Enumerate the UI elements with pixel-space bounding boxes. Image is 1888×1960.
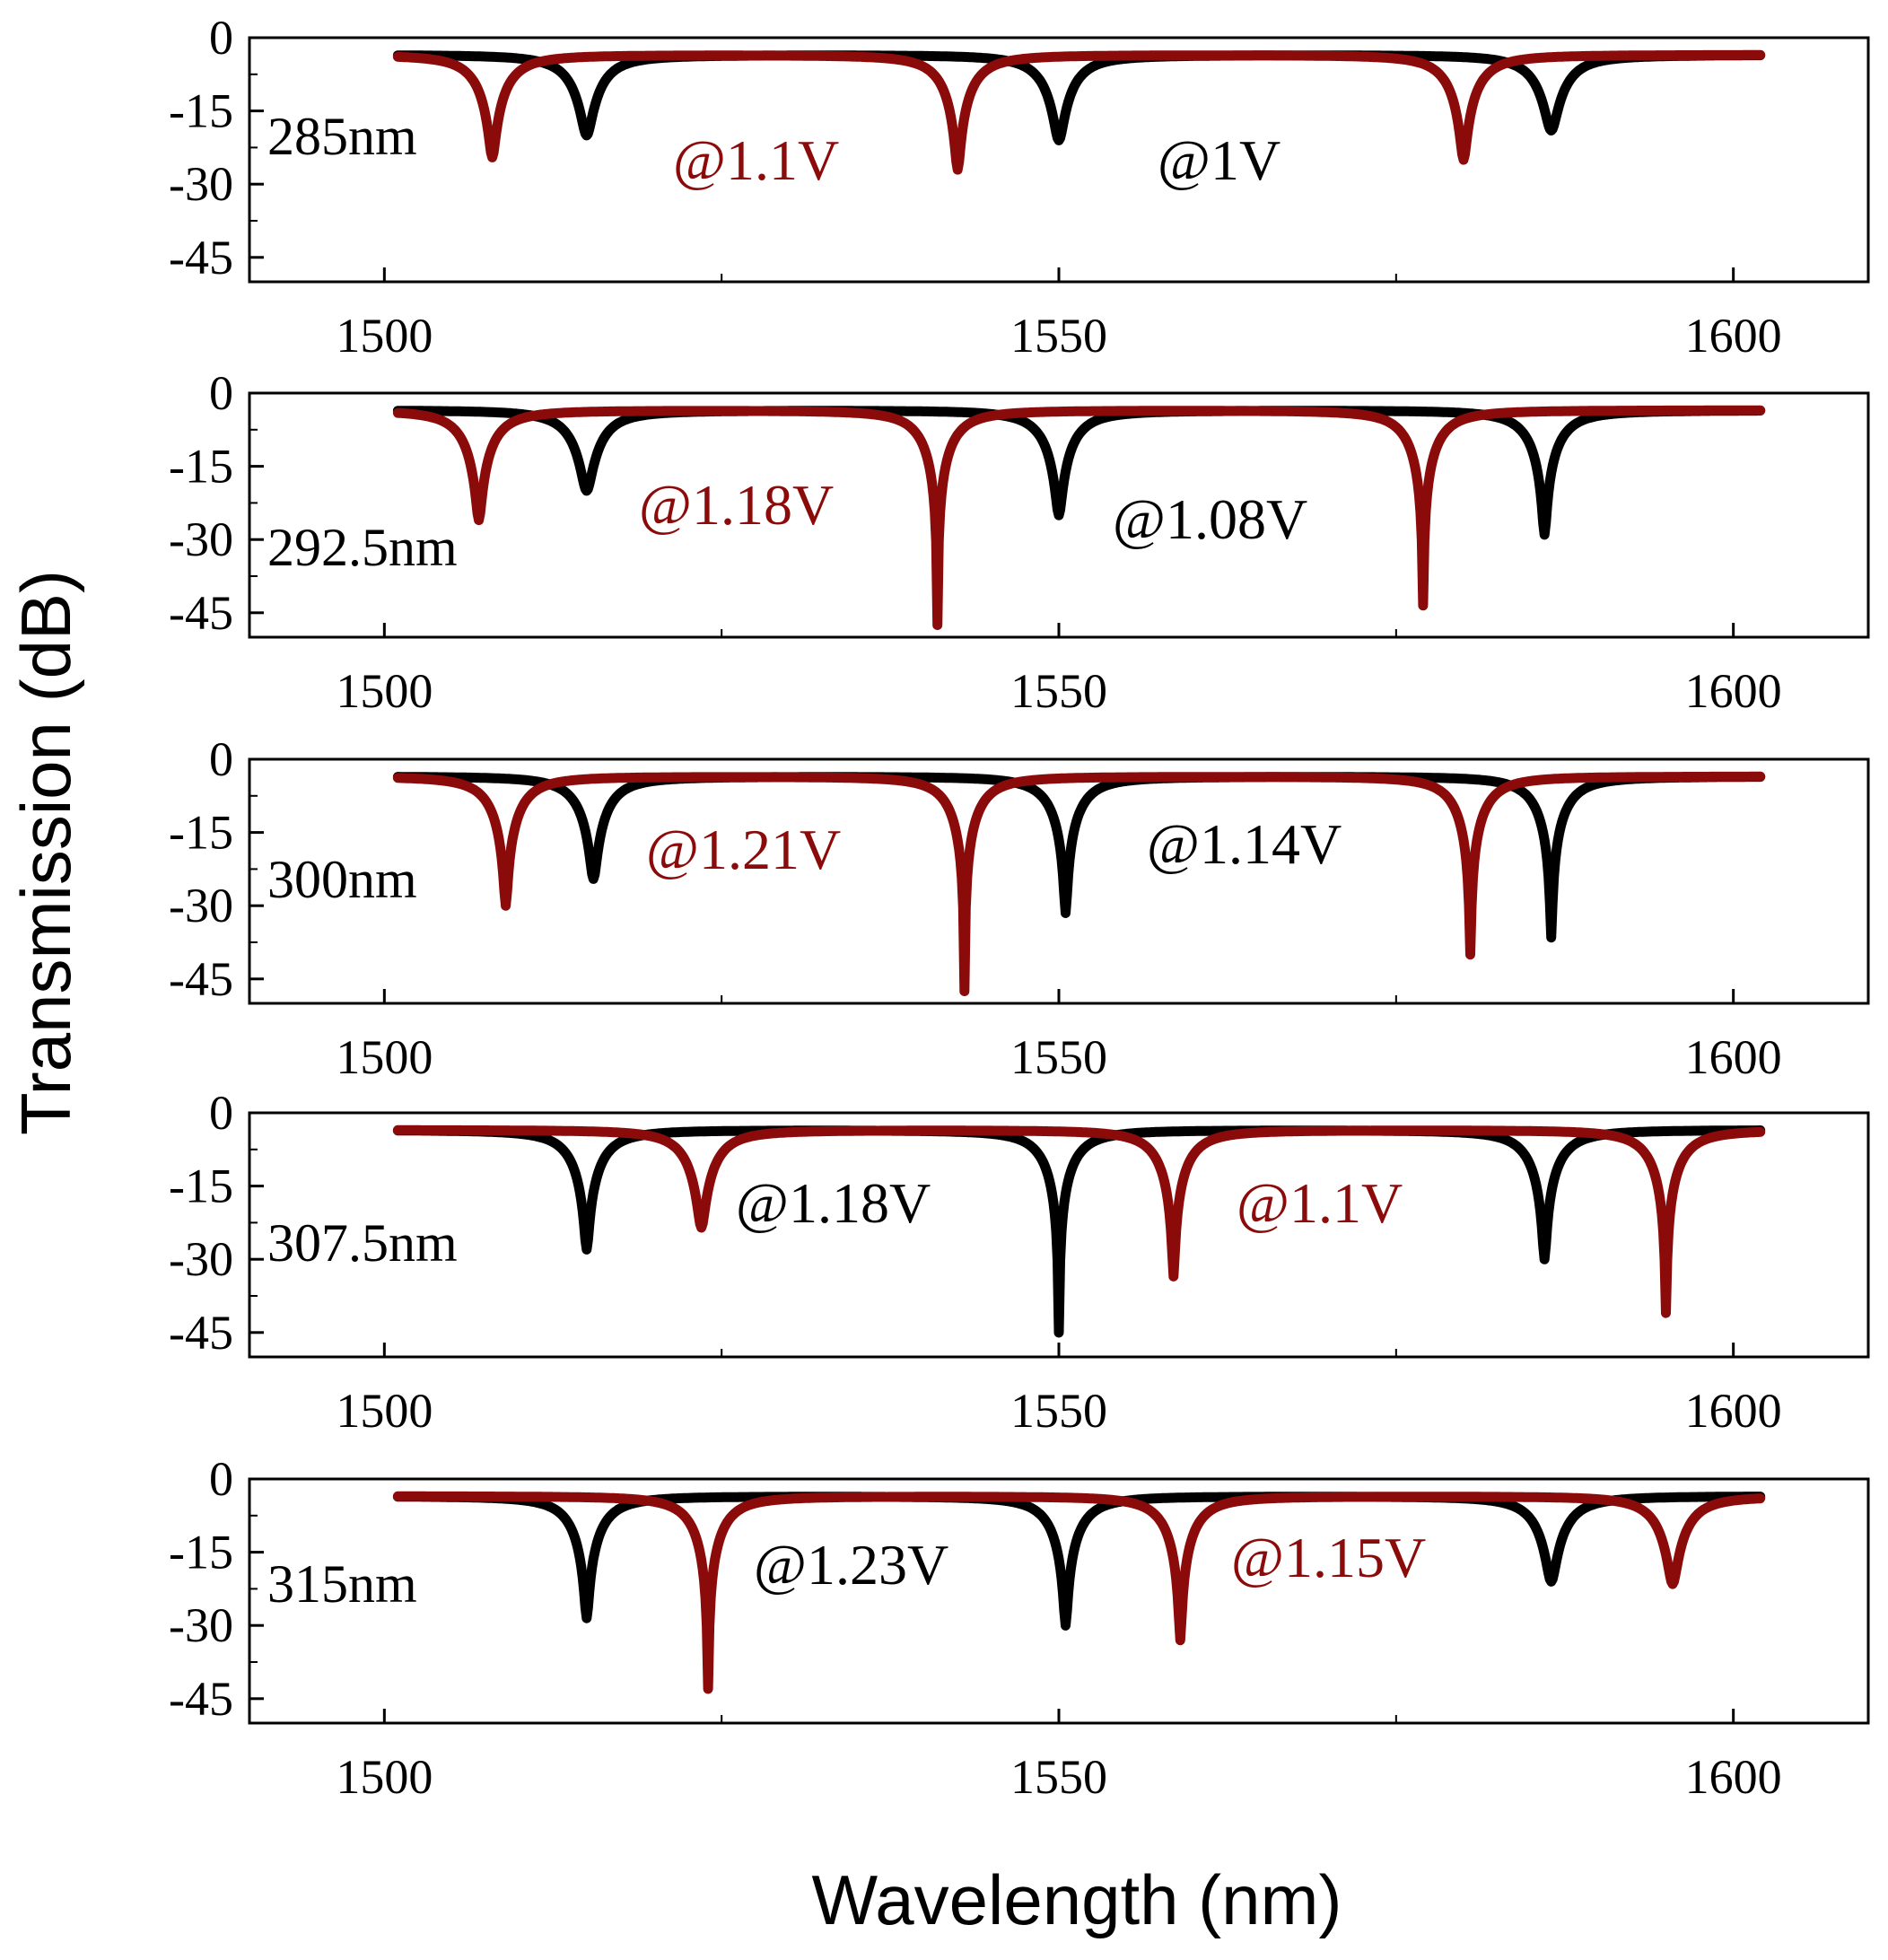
x-tick-label: 1500 [336, 1384, 433, 1438]
y-tick-label: -45 [169, 952, 233, 1006]
y-tick-label: 0 [209, 11, 233, 65]
y-tick-label: -30 [169, 157, 233, 211]
dip-point [1176, 1635, 1185, 1645]
x-tick-label: 1500 [336, 1030, 433, 1084]
chart-panel: 0 -15 -30 -45 1500 1550 1600 @1.23V @1.15V 315nm [169, 1452, 1870, 1804]
dip-point [1465, 949, 1475, 959]
chart-panel: 0 -15 -30 -45 1500 1550 1600 @1.08V @1.18V 292.5n… [169, 366, 1870, 718]
dip-point [1546, 932, 1556, 942]
x-tick-label: 1500 [336, 1750, 433, 1804]
x-tick-label: 1500 [336, 309, 433, 363]
dip-point [1540, 1255, 1550, 1264]
dip-point [1418, 600, 1428, 610]
y-tick-label: -45 [169, 586, 233, 640]
chart-panel: 0 -15 -30 -45 1500 1550 1600 @1.14V @1.21V 300nm [169, 732, 1870, 1084]
dip-point [474, 515, 484, 525]
dip-point [696, 1222, 706, 1232]
dip-point [959, 986, 969, 996]
y-axis-title: Transmission (dB) [6, 570, 85, 1135]
dip-point [1061, 908, 1071, 918]
dip-point [1168, 1272, 1178, 1282]
y-tick-label: -45 [169, 1672, 233, 1726]
panel-thickness-label: 315nm [267, 1554, 417, 1614]
y-tick-label: -15 [169, 806, 233, 860]
dip-point [953, 164, 963, 174]
x-tick-label: 1600 [1685, 1030, 1782, 1084]
y-tick-label: -30 [169, 1232, 233, 1286]
chart-panel: 0 -15 -30 -45 1500 1550 1600 @1V @1.1V 285nm [169, 11, 1870, 363]
dip-point [1661, 1308, 1671, 1318]
series-line [392, 405, 1766, 631]
x-tick-label: 1550 [1010, 1030, 1107, 1084]
dip-point [581, 486, 591, 495]
series-line [392, 1491, 1766, 1694]
y-tick-label: 0 [209, 1452, 233, 1506]
x-tick-label: 1600 [1685, 664, 1782, 718]
panel-thickness-label: 307.5nm [267, 1213, 458, 1273]
dip-point [1546, 126, 1556, 136]
dip-point [501, 901, 511, 911]
x-tick-label: 1550 [1010, 309, 1107, 363]
series-annotation: @1.1V [673, 128, 839, 192]
y-tick-label: -15 [169, 84, 233, 138]
series-line [392, 406, 1766, 540]
dip-point [1054, 1327, 1063, 1337]
y-tick-label: -15 [169, 440, 233, 494]
series-annotation: @1.08V [1113, 487, 1307, 551]
dip-point [487, 153, 497, 162]
y-tick-label: 0 [209, 732, 233, 786]
series-annotation: @1V [1158, 128, 1281, 192]
dip-point [1054, 136, 1063, 145]
y-tick-label: -15 [169, 1159, 233, 1213]
y-tick-label: -30 [169, 879, 233, 932]
x-tick-label: 1550 [1010, 1750, 1107, 1804]
series-line [392, 1125, 1766, 1338]
dip-point [589, 874, 599, 884]
series-annotation: @1.18V [736, 1171, 931, 1235]
dip-point [581, 1245, 591, 1255]
dip-point [1540, 529, 1550, 539]
x-tick-label: 1550 [1010, 1384, 1107, 1438]
dip-point [704, 1684, 713, 1693]
x-tick-label: 1550 [1010, 664, 1107, 718]
series-annotation: @1.1V [1237, 1171, 1403, 1235]
series-line [392, 772, 1766, 943]
x-tick-label: 1600 [1685, 1384, 1782, 1438]
series-line [392, 50, 1766, 145]
y-tick-label: -45 [169, 1306, 233, 1360]
panel-thickness-label: 300nm [267, 850, 417, 909]
dip-point [1546, 1577, 1556, 1587]
y-tick-label: -30 [169, 512, 233, 566]
dip-point [581, 130, 591, 140]
series-annotation: @1.18V [639, 473, 834, 537]
y-tick-label: 0 [209, 366, 233, 420]
dip-point [1054, 511, 1063, 520]
series-line [392, 49, 1766, 175]
series-line [392, 771, 1766, 997]
x-tick-label: 1600 [1685, 309, 1782, 363]
dip-point [1668, 1579, 1678, 1588]
y-tick-label: -30 [169, 1598, 233, 1652]
dip-point [932, 620, 942, 630]
series-annotation: @1.15V [1231, 1526, 1426, 1589]
dip-point [581, 1614, 591, 1623]
x-tick-label: 1600 [1685, 1750, 1782, 1804]
series-annotation: @1.14V [1147, 812, 1342, 876]
x-tick-label: 1500 [336, 664, 433, 718]
series-annotation: @1.23V [754, 1533, 948, 1597]
series-annotation: @1.21V [646, 818, 841, 881]
dip-point [1459, 155, 1468, 164]
panel-thickness-label: 285nm [267, 107, 417, 166]
series-line [392, 1492, 1766, 1631]
chart-panel: 0 -15 -30 -45 1500 1550 1600 @1.18V @1.1V 307.5nm [169, 1086, 1870, 1438]
dip-point [1061, 1621, 1071, 1631]
x-axis-title: Wavelength (nm) [812, 1860, 1342, 1939]
y-tick-label: -15 [169, 1526, 233, 1579]
panel-thickness-label: 292.5nm [267, 518, 458, 577]
y-tick-label: 0 [209, 1086, 233, 1140]
y-tick-label: -45 [169, 231, 233, 284]
series-line [392, 1124, 1766, 1318]
